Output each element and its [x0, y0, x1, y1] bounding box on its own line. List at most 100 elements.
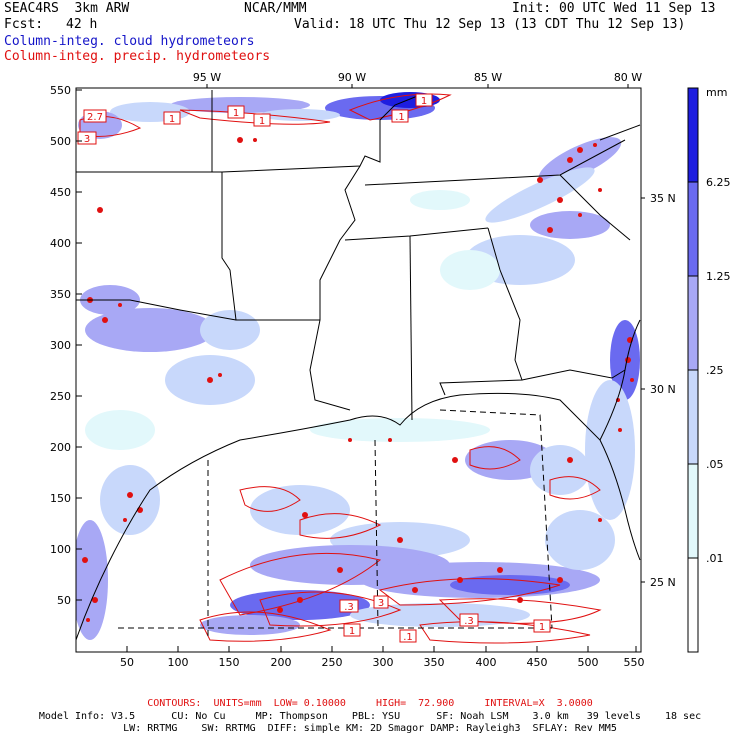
svg-text:350: 350 — [424, 656, 445, 669]
svg-text:50: 50 — [57, 594, 71, 607]
svg-text:200: 200 — [50, 441, 71, 454]
y-tick: 400 — [50, 237, 82, 250]
svg-text:1: 1 — [539, 622, 545, 633]
contour-label: .1 — [399, 629, 417, 643]
cloud-shading — [76, 92, 640, 640]
contour-info: CONTOURS: UNITS=mm LOW= 0.10000 HIGH= 72… — [147, 698, 593, 709]
contour-label: 3 — [373, 595, 389, 609]
legend-colorbar: mm 6.25 1.25 .25 .05 .01 — [687, 86, 731, 653]
legend-bin — [687, 369, 699, 465]
contour-label: 1 — [343, 623, 361, 637]
svg-text:95 W: 95 W — [193, 71, 221, 84]
x-tick: 250 — [322, 646, 343, 669]
x-tick: 150 — [219, 646, 240, 669]
svg-text:550: 550 — [624, 656, 645, 669]
y-tick: 550 — [50, 84, 82, 97]
svg-text:35 N: 35 N — [650, 192, 676, 205]
svg-text:50: 50 — [120, 656, 134, 669]
legend-label: .05 — [706, 458, 724, 471]
latitude-labels: 35 N 30 N 25 N — [641, 192, 676, 589]
x-tick: 500 — [578, 646, 599, 669]
svg-text:90 W: 90 W — [338, 71, 366, 84]
y-tick: 500 — [50, 135, 82, 148]
svg-text:150: 150 — [50, 492, 71, 505]
lat-label: 30 N — [641, 383, 676, 396]
state-boundaries — [76, 90, 641, 421]
y-tick: 350 — [50, 288, 82, 301]
x-tick: 100 — [168, 646, 189, 669]
x-tick: 200 — [271, 646, 292, 669]
svg-text:1: 1 — [233, 108, 239, 119]
contour-label: 1 — [253, 113, 271, 127]
cloud-hydrometeor-title: Column-integ. cloud hydrometeors — [4, 34, 255, 49]
x-tick: 300 — [373, 646, 394, 669]
y-tick: 150 — [50, 492, 82, 505]
x-tick: 350 — [424, 646, 445, 669]
y-tick: 300 — [50, 339, 82, 352]
lon-label: 85 W — [474, 71, 502, 88]
svg-text:150: 150 — [219, 656, 240, 669]
y-tick: 100 — [50, 543, 82, 556]
svg-text:400: 400 — [476, 656, 497, 669]
svg-text:80 W: 80 W — [614, 71, 642, 84]
legend-bin — [687, 557, 699, 653]
init-time: Init: 00 UTC Wed 11 Sep 13 — [512, 1, 716, 16]
legend-bin — [687, 181, 699, 277]
svg-text:450: 450 — [50, 186, 71, 199]
x-tick: 450 — [527, 646, 548, 669]
legend-label: 6.25 — [706, 176, 731, 189]
svg-text:100: 100 — [50, 543, 71, 556]
model-info-line2: LW: RRTMG SW: RRTMG DIFF: simple KM: 2D … — [123, 723, 617, 734]
svg-text:.3: .3 — [344, 602, 354, 613]
svg-text:400: 400 — [50, 237, 71, 250]
svg-text:500: 500 — [50, 135, 71, 148]
legend-label: 1.25 — [706, 270, 731, 283]
precip-cells — [82, 137, 634, 622]
svg-text:.3: .3 — [464, 616, 474, 627]
organization: NCAR/MMM — [244, 1, 307, 16]
svg-text:30 N: 30 N — [650, 383, 676, 396]
legend-units: mm — [706, 86, 727, 99]
coastline — [76, 319, 641, 641]
svg-text:200: 200 — [271, 656, 292, 669]
svg-text:85 W: 85 W — [474, 71, 502, 84]
svg-text:1: 1 — [421, 96, 427, 107]
lat-label: 35 N — [641, 192, 676, 205]
legend-label: .01 — [706, 552, 724, 565]
contour-label: 1 — [163, 111, 181, 125]
svg-text:3: 3 — [84, 134, 90, 145]
svg-text:1: 1 — [349, 626, 355, 637]
x-tick: 400 — [476, 646, 497, 669]
contour-label: .3 — [339, 599, 359, 613]
x-axis: 50 100 150 200 250 300 350 400 450 500 5… — [120, 646, 645, 669]
model-info-line1: Model Info: V3.5 CU: No Cu MP: Thompson … — [38, 711, 702, 722]
svg-text:550: 550 — [50, 84, 71, 97]
valid-time: Valid: 18 UTC Thu 12 Sep 13 (13 CDT Thu … — [294, 17, 686, 32]
legend-bin — [687, 463, 699, 559]
svg-text:1: 1 — [169, 114, 175, 125]
svg-text:500: 500 — [578, 656, 599, 669]
legend-bin — [687, 275, 699, 371]
forecast-label: Fcst: — [4, 17, 44, 32]
svg-text:300: 300 — [50, 339, 71, 352]
y-axis: 50 100 150 200 250 300 350 400 450 500 5… — [50, 84, 82, 607]
contour-label: 1 — [227, 105, 245, 119]
lon-label: 80 W — [614, 71, 642, 88]
precip-hydrometeor-title: Column-integ. precip. hydrometeors — [4, 49, 271, 64]
plot-frame — [75, 87, 642, 653]
legend-label: .25 — [706, 364, 724, 377]
contour-label: 3 — [77, 131, 97, 145]
contour-labels: 2.7 3 1 1 1 1 .1 .3 3 1 .3 .1 1 — [77, 93, 551, 643]
longitude-labels: 95 W 90 W 85 W 80 W — [193, 71, 642, 88]
svg-text:100: 100 — [168, 656, 189, 669]
contour-label: 2.7 — [83, 109, 107, 123]
svg-text:350: 350 — [50, 288, 71, 301]
contour-label: .3 — [459, 613, 479, 627]
lon-label: 95 W — [193, 71, 221, 88]
svg-text:250: 250 — [50, 390, 71, 403]
contour-label: .1 — [391, 109, 409, 123]
y-tick: 200 — [50, 441, 82, 454]
svg-text:450: 450 — [527, 656, 548, 669]
y-tick: 250 — [50, 390, 82, 403]
